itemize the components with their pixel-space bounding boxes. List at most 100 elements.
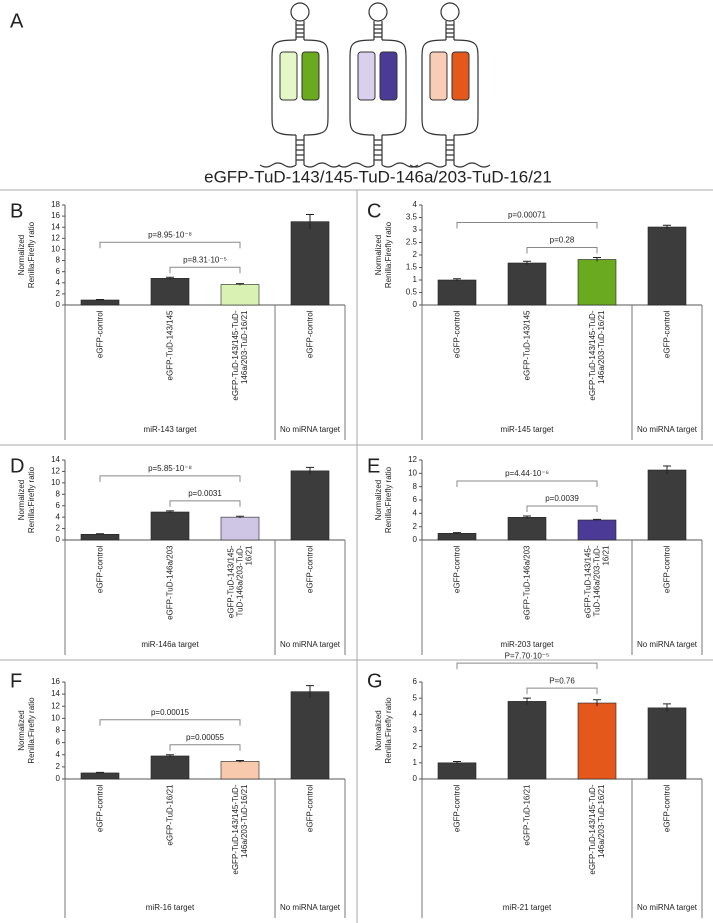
significance-bracket (526, 505, 598, 512)
y-axis-label: Normalized (17, 235, 26, 275)
x-tick-label: eGFP-control (95, 784, 105, 832)
y-tick-label: 10 (51, 713, 60, 722)
diagram-caption: eGFP-TuD-143/145-TuD-146a/203-TuD-16/21 (204, 167, 552, 186)
y-tick-label: 2 (56, 762, 61, 771)
y-tick-label: 4 (56, 278, 61, 287)
y-tick-label: 3.5 (406, 213, 418, 222)
hairpin (259, 2, 341, 168)
group-label: miR-203 target (501, 640, 555, 649)
y-tick-label: 2.5 (406, 238, 418, 247)
significance-bracket (99, 241, 241, 249)
bar (150, 511, 190, 541)
error-bar (663, 703, 671, 712)
y-tick-label: 14 (51, 222, 60, 231)
significance-bracket (169, 266, 241, 274)
x-tick-label: eGFP-TuD-16/21 (165, 784, 175, 846)
x-tick-label: eGFP-TuD-143/145 (522, 310, 532, 380)
x-tick-label: eGFP-control (662, 545, 672, 593)
y-axis-label: Renilla:Firefly ratio (27, 697, 36, 764)
y-tick-label: 6 (413, 495, 418, 504)
error-bar (236, 760, 244, 763)
significance-bracket (526, 247, 598, 254)
significance-bracket (99, 719, 241, 726)
panel-label: G (367, 670, 383, 692)
y-tick-label: 2 (413, 742, 418, 751)
y-tick-label: 14 (51, 689, 60, 698)
bar (290, 691, 330, 780)
y-tick-label: 14 (51, 455, 60, 464)
y-tick-label: 8 (56, 489, 61, 498)
y-axis-label: Renilla:Firefly ratio (384, 221, 393, 288)
y-axis-label: Normalized (17, 710, 26, 750)
x-tick-label: eGFP-TuD-16/21 (522, 784, 532, 846)
y-tick-label: 18 (51, 200, 60, 209)
bar (507, 262, 547, 306)
p-value: p=0.28 (550, 236, 575, 245)
p-value: P=0.76 (549, 676, 575, 685)
error-bar (593, 699, 601, 707)
bar (80, 772, 120, 780)
error-bar (96, 771, 104, 774)
p-value: p=0.00055 (186, 733, 225, 742)
y-tick-label: 6 (56, 501, 61, 510)
y-axis-label: Renilla:Firefly ratio (384, 697, 393, 764)
y-axis-label: Normalized (374, 710, 383, 750)
error-bar (166, 754, 174, 758)
x-tick-label: eGFP-control (662, 784, 672, 832)
error-bar (96, 533, 104, 535)
y-tick-label: 12 (408, 455, 417, 464)
x-tick-label: eGFP-TuD-143/145-TuD-146a/203-TuD-16/21 (231, 784, 249, 875)
y-tick-label: 1 (413, 275, 418, 284)
panel-label: A (10, 10, 24, 32)
bar (437, 762, 477, 780)
bar (150, 755, 190, 780)
bar (647, 226, 687, 306)
bar (220, 516, 260, 541)
group-label: miR-146a target (141, 640, 199, 649)
y-tick-label: 0 (413, 774, 418, 783)
y-tick-label: 8 (413, 482, 418, 491)
panel-label: C (367, 200, 381, 222)
x-tick-label: eGFP-TuD-143/145-TuD-146a/203-TuD-16/21 (588, 784, 606, 875)
y-tick-label: 0 (56, 774, 61, 783)
y-tick-label: 12 (51, 233, 60, 242)
panel-label: B (10, 200, 23, 222)
error-bar (593, 518, 601, 521)
bar (437, 533, 477, 541)
y-tick-label: 4 (413, 508, 418, 517)
y-tick-label: 0 (56, 535, 61, 544)
y-axis-label: Renilla:Firefly ratio (27, 466, 36, 533)
error-bar (453, 761, 461, 765)
bar (577, 702, 617, 780)
y-tick-label: 16 (51, 211, 60, 220)
y-tick-label: 4 (413, 200, 418, 209)
p-value: p=0.0031 (188, 489, 222, 498)
bar (220, 284, 260, 306)
error-bar (306, 466, 314, 475)
x-tick-label: eGFP-control (95, 310, 105, 358)
group-label: No miRNA target (637, 903, 698, 912)
panel-label: E (367, 455, 380, 477)
group-label: miR-143 target (144, 425, 198, 434)
error-bar (453, 532, 461, 534)
significance-bracket (456, 662, 598, 670)
y-tick-label: 0 (413, 535, 418, 544)
y-axis-label: Normalized (374, 480, 383, 520)
y-tick-label: 3 (413, 726, 418, 735)
hairpin (337, 2, 419, 168)
group-label: No miRNA target (637, 425, 698, 434)
x-tick-label: eGFP-control (662, 310, 672, 358)
separators (0, 189, 713, 923)
group-label: No miRNA target (280, 425, 341, 434)
y-tick-label: 12 (51, 701, 60, 710)
error-bar (523, 697, 531, 705)
bar (647, 707, 687, 780)
bar (150, 278, 190, 306)
y-axis-label: Normalized (374, 235, 383, 275)
error-bar (166, 510, 174, 514)
y-tick-label: 2 (413, 250, 418, 259)
error-bar (236, 283, 244, 286)
x-tick-label: eGFP-TuD-143/145-TuD-146a/203-TuD-16/21 (231, 310, 249, 401)
